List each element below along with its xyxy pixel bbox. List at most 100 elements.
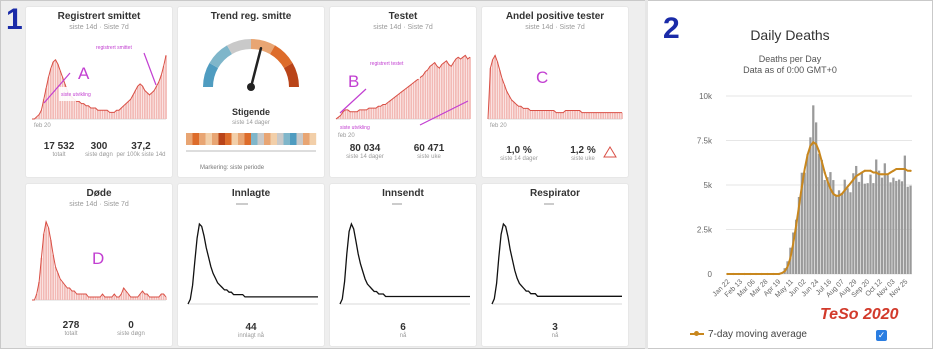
area-bar	[550, 110, 553, 119]
daily-bar	[826, 177, 829, 274]
area-bar	[597, 112, 600, 119]
area-bar	[349, 111, 351, 119]
daily-bar	[817, 153, 821, 274]
trend-strip-cell	[231, 133, 239, 145]
stat-label: nå	[399, 333, 407, 339]
panel-number-two: 2	[663, 12, 680, 45]
card-positive-share[interactable]: Andel positive tester siste 14d · Siste …	[482, 7, 628, 177]
area-bar	[134, 90, 137, 119]
area-bar	[512, 102, 515, 119]
area-bar	[151, 92, 153, 119]
stat-label: per 100k siste 14d	[116, 152, 166, 158]
area-bar	[356, 111, 359, 119]
area-bar	[153, 296, 156, 300]
average-point	[789, 256, 792, 260]
average-point	[743, 272, 746, 276]
area-bar	[443, 62, 446, 119]
area-bar	[377, 106, 380, 119]
area-bar	[120, 108, 123, 119]
y-tick-label: 10k	[699, 92, 713, 101]
area-bar	[379, 106, 382, 119]
area-bar	[419, 77, 422, 119]
area-bar	[125, 103, 127, 119]
stat-positive-14d: 1,0 % siste 14 dager	[494, 145, 544, 163]
area-bar	[501, 78, 503, 119]
area-bar	[517, 106, 520, 119]
gauge-segment	[283, 63, 299, 87]
annotation-arrow	[43, 72, 71, 104]
average-point	[800, 185, 803, 188]
card-registered-infected[interactable]: Registrert smittet siste 14d · Siste 7d …	[26, 7, 172, 177]
area-bar	[113, 112, 116, 119]
average-point	[846, 185, 849, 188]
card-admitted[interactable]: Innsendt 6 nå	[330, 184, 476, 346]
area-bar	[155, 296, 158, 300]
area-bar	[548, 110, 550, 119]
card-title: Innlagte	[231, 188, 271, 199]
area-bar	[433, 62, 436, 119]
gauge-segment	[227, 39, 251, 55]
average-point	[766, 272, 769, 276]
card-trend-infection[interactable]: Trend reg. smitte Stigende siste 14 dage…	[178, 7, 324, 177]
trend-strip-cell	[251, 133, 258, 145]
area-bar	[360, 109, 363, 119]
gauge-note: Markering: siste periode	[200, 165, 265, 171]
area-bar	[370, 108, 373, 119]
area-bar	[165, 296, 167, 300]
card-respirator[interactable]: Respirator 3 nå	[482, 184, 628, 346]
area-bar	[96, 296, 99, 300]
stat-label: siste uke	[571, 156, 595, 162]
area-bar	[87, 296, 90, 300]
area-bar	[534, 110, 536, 119]
area-bar	[429, 66, 431, 119]
annotation-letter-a: A	[78, 64, 90, 83]
area-bar	[162, 293, 165, 300]
card-hospitalized[interactable]: Innlagte 44 innlagt nå	[178, 184, 324, 346]
series-line	[339, 222, 470, 305]
area-bar	[621, 112, 623, 119]
area-bar	[42, 99, 45, 119]
annotation-letter-d: D	[92, 249, 104, 268]
stat-label: nå	[551, 333, 559, 339]
stat-tested-14d: 80 034 siste 14 dager	[340, 143, 390, 161]
daily-bar	[835, 196, 838, 274]
stat-value: 80 034	[349, 143, 381, 154]
area-bar	[515, 104, 518, 119]
trend-strip-cell	[199, 133, 206, 145]
daily-bar	[903, 155, 906, 274]
legend-swatch	[690, 331, 704, 337]
area-bar	[113, 293, 116, 300]
gauge-segment	[270, 45, 293, 68]
area-bar	[87, 105, 90, 119]
area-bar	[469, 57, 471, 119]
trend-strip-cell	[264, 133, 271, 145]
area-bar	[64, 83, 66, 119]
card-tested[interactable]: Testet siste 14d · Siste 7d B registrert…	[330, 7, 476, 177]
gauge-label: Stigende	[231, 107, 270, 117]
line-chart-hospitalized	[187, 203, 318, 305]
card-deaths[interactable]: Døde siste 14d · Siste 7d D 278 totalt 0…	[26, 184, 172, 346]
area-bar	[80, 103, 83, 119]
stat-value: 44	[245, 322, 257, 333]
area-bar	[99, 296, 102, 300]
legend-moving-average[interactable]: 7-day moving average	[690, 329, 807, 340]
area-bar	[151, 296, 153, 300]
area-bar	[498, 70, 501, 119]
area-bar	[464, 55, 467, 119]
stat-tested-week: 60 471 siste uke	[404, 143, 454, 161]
area-bar	[38, 114, 40, 119]
card-title: Respirator	[529, 188, 580, 199]
area-bar	[447, 64, 450, 119]
y-tick-label: 0	[708, 270, 713, 279]
trend-strip-cell	[238, 133, 245, 145]
area-bar	[408, 86, 410, 119]
area-chart-tested: B registrert testet siste utvikling feb …	[335, 54, 471, 139]
area-bar	[115, 296, 118, 300]
average-point	[898, 167, 901, 171]
legend-checkbox[interactable]: ✓	[876, 330, 887, 341]
x-tick-left: feb 20	[490, 123, 507, 129]
area-bar	[146, 293, 149, 300]
trend-strip-cell	[270, 133, 278, 145]
area-chart-deaths: D	[32, 220, 167, 301]
area-bar	[127, 101, 130, 119]
